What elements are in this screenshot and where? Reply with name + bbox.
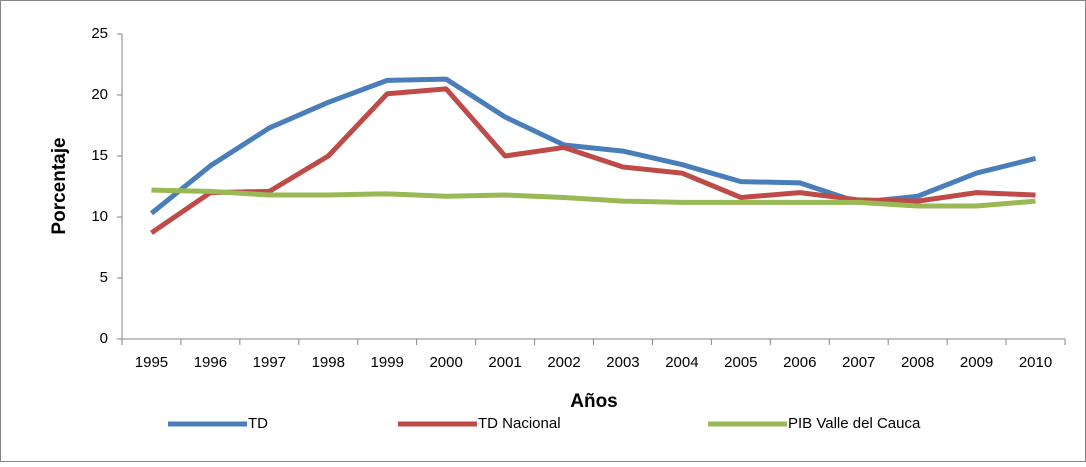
x-tick-label: 2002 bbox=[547, 354, 580, 371]
x-tick-label: 2009 bbox=[960, 354, 993, 371]
legend-label: TD Nacional bbox=[478, 415, 561, 432]
x-tick-label: 2001 bbox=[488, 354, 521, 371]
x-tick-label: 1996 bbox=[194, 354, 227, 371]
legend-label: TD bbox=[248, 415, 268, 432]
x-tick-label: 2000 bbox=[429, 354, 462, 371]
x-tick-label: 1999 bbox=[371, 354, 404, 371]
y-tick-label: 0 bbox=[100, 330, 108, 347]
x-tick-label: 2004 bbox=[665, 354, 698, 371]
x-tick-label: 2005 bbox=[724, 354, 757, 371]
x-tick-label: 2010 bbox=[1019, 354, 1052, 371]
y-axis-label: Porcentaje bbox=[49, 137, 70, 234]
y-tick-label: 15 bbox=[91, 147, 108, 164]
x-tick-label: 2008 bbox=[901, 354, 934, 371]
legend-label: PIB Valle del Cauca bbox=[788, 415, 921, 432]
y-tick-label: 20 bbox=[91, 86, 108, 103]
series-line bbox=[150, 86, 1036, 235]
y-tick-label: 10 bbox=[91, 208, 108, 225]
y-tick-label: 5 bbox=[100, 269, 108, 286]
x-tick-label: 1997 bbox=[253, 354, 286, 371]
y-tick-label: 25 bbox=[91, 25, 108, 42]
x-tick-label: 2003 bbox=[606, 354, 639, 371]
x-tick-label: 1995 bbox=[135, 354, 168, 371]
x-tick-label: 2006 bbox=[783, 354, 816, 371]
x-axis-label: Años bbox=[570, 391, 618, 412]
x-tick-label: 2007 bbox=[842, 354, 875, 371]
x-tick-label: 1998 bbox=[312, 354, 345, 371]
series-line bbox=[151, 187, 1036, 209]
